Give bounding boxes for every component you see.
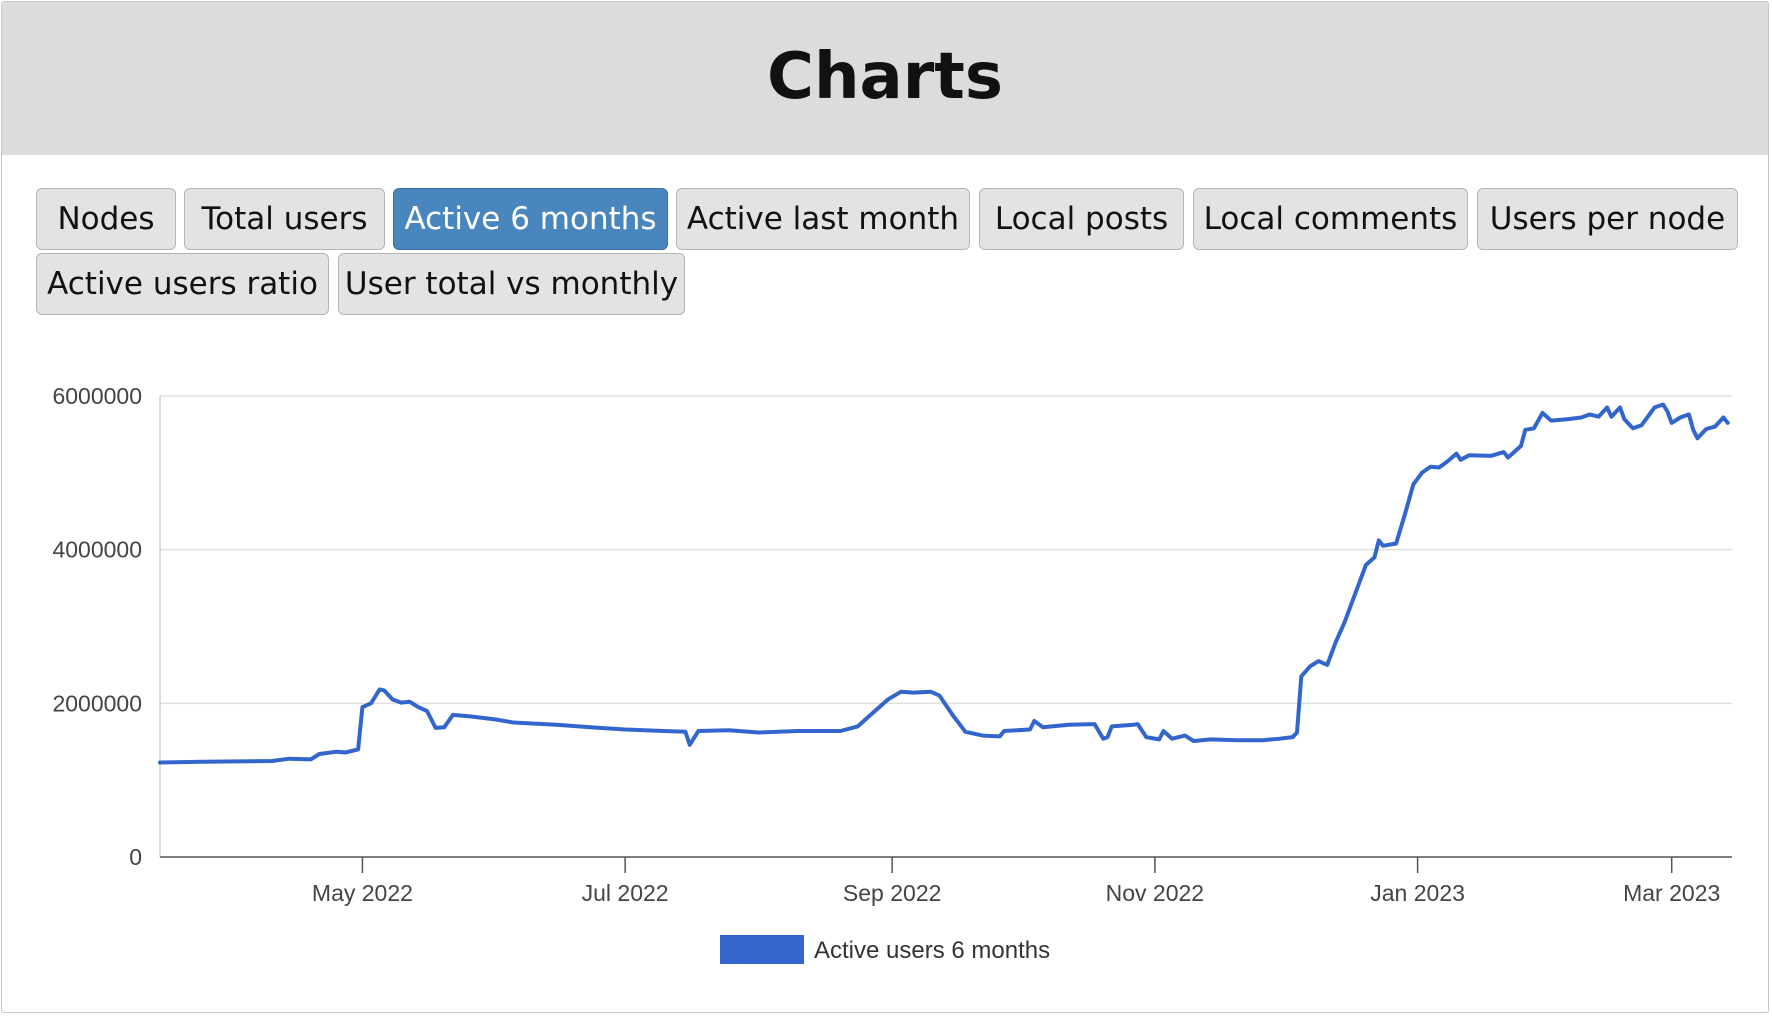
x-axis: May 2022 Jul 2022 Sep 2022 Nov 2022 Jan 2023…: [160, 856, 1732, 906]
y-tick-label: 4000000: [52, 537, 142, 563]
legend-swatch: [720, 935, 804, 964]
tab-local-posts[interactable]: Local posts: [979, 188, 1184, 250]
x-tick-label: May 2022: [312, 880, 413, 906]
tab-user-total-vs-monthly[interactable]: User total vs monthly: [338, 253, 685, 315]
legend: Active users 6 months: [720, 935, 1050, 964]
tab-active-6-months[interactable]: Active 6 months: [393, 188, 668, 250]
x-tick-label: Jan 2023: [1370, 880, 1465, 906]
x-tick-label: Mar 2023: [1623, 880, 1720, 906]
x-tick-label: Sep 2022: [843, 880, 941, 906]
page-title: Charts: [767, 40, 1003, 114]
tab-users-per-node[interactable]: Users per node: [1477, 188, 1738, 250]
x-tick-label: Jul 2022: [582, 880, 669, 906]
tab-nodes[interactable]: Nodes: [36, 188, 176, 250]
y-tick-label: 6000000: [52, 383, 142, 409]
y-tick-label: 0: [129, 844, 142, 870]
gridlines: [160, 395, 1732, 705]
page-header: Charts: [2, 2, 1768, 155]
tab-active-users-ratio[interactable]: Active users ratio: [36, 253, 329, 315]
tab-total-users[interactable]: Total users: [184, 188, 385, 250]
y-tick-label: 2000000: [52, 690, 142, 716]
x-tick-label: Nov 2022: [1106, 880, 1204, 906]
legend-label: Active users 6 months: [814, 937, 1050, 964]
series-line-active-users-6-months: [158, 402, 1730, 765]
tab-local-comments[interactable]: Local comments: [1193, 188, 1468, 250]
tab-active-last-month[interactable]: Active last month: [676, 188, 970, 250]
y-axis: 0 2000000 4000000 6000000: [52, 383, 161, 870]
